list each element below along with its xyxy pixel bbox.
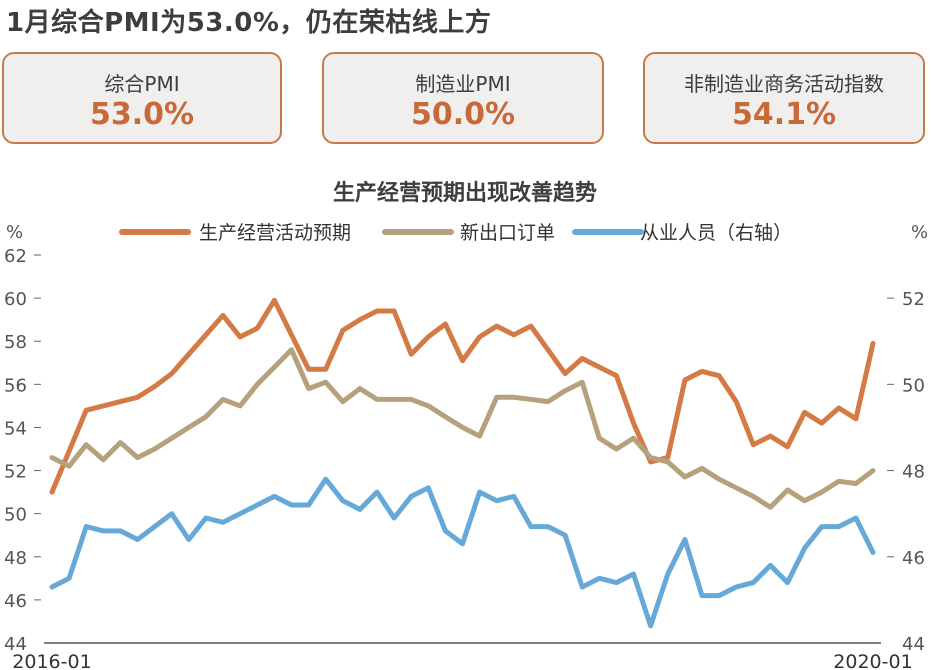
legend-label: 从业人员（右轴） [640, 222, 792, 244]
y-right-tick-label: 48 [902, 462, 925, 483]
y-right-unit: % [911, 222, 928, 243]
y-left-tick-label: 52 [4, 462, 27, 483]
series-line [49, 297, 876, 495]
legend-label: 生产经营活动预期 [199, 222, 351, 244]
y-left-tick-label: 58 [4, 332, 27, 353]
legend-label: 新出口订单 [460, 222, 555, 244]
manufacturing-pmi-card: 制造业PMI 50.0% [322, 52, 604, 144]
legend: 生产经营活动预期 新出口订单 从业人员（右轴） [119, 222, 792, 244]
non-manufacturing-index-card: 非制造业商务活动指数 54.1% [643, 52, 925, 144]
card-value: 50.0% [410, 97, 516, 132]
y-right-tick-label: 44 [902, 634, 925, 655]
y-left-unit: % [6, 222, 23, 243]
y-left-tick-label: 50 [4, 505, 27, 526]
y-left-tick-label: 56 [4, 375, 27, 396]
series-line [49, 347, 876, 510]
card-value: 53.0% [89, 97, 195, 132]
chart-title: 生产经营预期出现改善趋势 [333, 180, 597, 206]
y-right-tick-label: 46 [902, 548, 925, 569]
card-label: 制造业PMI [415, 72, 511, 96]
y-left-tick-label: 48 [4, 548, 27, 569]
y-left-tick-label: 54 [4, 418, 27, 439]
y-left-tick-label: 46 [4, 591, 27, 612]
card-label: 非制造业商务活动指数 [684, 72, 884, 96]
card-label: 综合PMI [104, 72, 180, 96]
series-lines [49, 297, 876, 629]
composite-pmi-card: 综合PMI 53.0% [2, 52, 282, 144]
card-value: 54.1% [731, 97, 837, 132]
y-left-tick-label: 60 [4, 289, 27, 310]
y-right-tick-label: 50 [902, 375, 925, 396]
headline: 1月综合PMI为53.0%，仍在荣枯线上方 [6, 8, 492, 38]
y-right-tick-label: 52 [902, 289, 925, 310]
x-tick-label: 2020-01 [833, 651, 912, 670]
y-left-tick-label: 62 [4, 246, 27, 267]
y-left-tick-label: 44 [4, 634, 27, 655]
x-tick-label: 2016-01 [12, 651, 91, 670]
series-line [49, 476, 876, 629]
axes: 44 46 48 50 52 54 56 58 60 62 44 46 48 50 52 2016-01 202… [4, 246, 925, 670]
